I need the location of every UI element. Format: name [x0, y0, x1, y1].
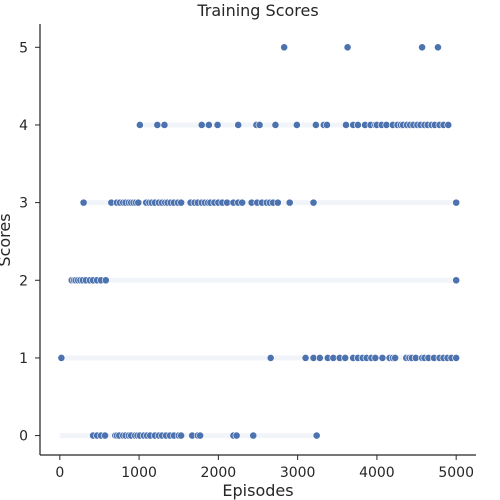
y-tick-label: 4	[19, 118, 28, 134]
data-point	[234, 121, 243, 129]
data-point	[391, 354, 400, 362]
data-point	[249, 431, 258, 440]
y-tick-label: 2	[19, 273, 28, 289]
x-tick-label: 1000	[121, 465, 157, 481]
data-point	[434, 43, 442, 52]
data-point	[177, 431, 186, 440]
faint-band-layer	[59, 122, 457, 439]
y-tick-label: 5	[19, 40, 28, 56]
data-point	[343, 43, 352, 52]
data-point	[452, 276, 461, 285]
x-tick-label: 0	[55, 465, 64, 481]
data-point	[271, 121, 280, 129]
data-point	[311, 121, 320, 129]
data-point	[309, 198, 318, 207]
data-point	[342, 121, 350, 129]
y-tick-label: 3	[19, 196, 28, 212]
y-axis-ticks: 0 1 2 3 4 5	[19, 40, 40, 445]
data-point	[135, 121, 144, 129]
data-point	[444, 121, 453, 129]
data-point	[204, 121, 213, 129]
data-point	[341, 354, 350, 362]
data-point	[197, 121, 206, 129]
y-tick-label: 1	[19, 351, 28, 367]
x-axis-ticks: 0 1000 2000 3000 4000 5000	[55, 455, 474, 481]
data-point	[452, 198, 461, 207]
data-point	[232, 431, 241, 440]
data-point	[101, 431, 109, 440]
data-point	[196, 431, 205, 440]
data-point	[418, 43, 426, 52]
data-point	[153, 121, 162, 129]
data-point	[315, 354, 324, 362]
data-point	[255, 121, 264, 129]
data-point	[101, 276, 110, 285]
chart-title: Training Scores	[196, 1, 318, 20]
data-point	[280, 43, 289, 52]
y-axis-label: Scores	[0, 213, 14, 266]
data-point	[134, 198, 143, 207]
data-point	[266, 354, 275, 362]
data-point	[452, 354, 461, 362]
data-point	[57, 354, 66, 362]
data-point	[273, 198, 282, 207]
faint-band	[59, 433, 317, 439]
data-point	[285, 198, 294, 207]
data-points-layer	[57, 43, 461, 440]
data-point	[177, 198, 186, 207]
data-point	[213, 121, 222, 129]
data-point	[378, 354, 387, 362]
data-point	[312, 431, 321, 440]
x-tick-label: 3000	[280, 465, 316, 481]
data-point	[238, 198, 247, 207]
x-tick-label: 2000	[201, 465, 237, 481]
x-tick-label: 4000	[359, 465, 395, 481]
faint-band	[59, 355, 457, 361]
data-point	[160, 121, 169, 129]
data-point	[292, 121, 301, 129]
data-point	[79, 198, 88, 207]
x-tick-label: 5000	[438, 465, 474, 481]
data-point	[371, 354, 380, 362]
x-axis-label: Episodes	[222, 481, 293, 500]
data-point	[353, 121, 362, 129]
y-tick-label: 0	[19, 429, 28, 445]
data-point	[301, 354, 310, 362]
faint-band	[71, 277, 457, 283]
data-point	[323, 121, 331, 129]
